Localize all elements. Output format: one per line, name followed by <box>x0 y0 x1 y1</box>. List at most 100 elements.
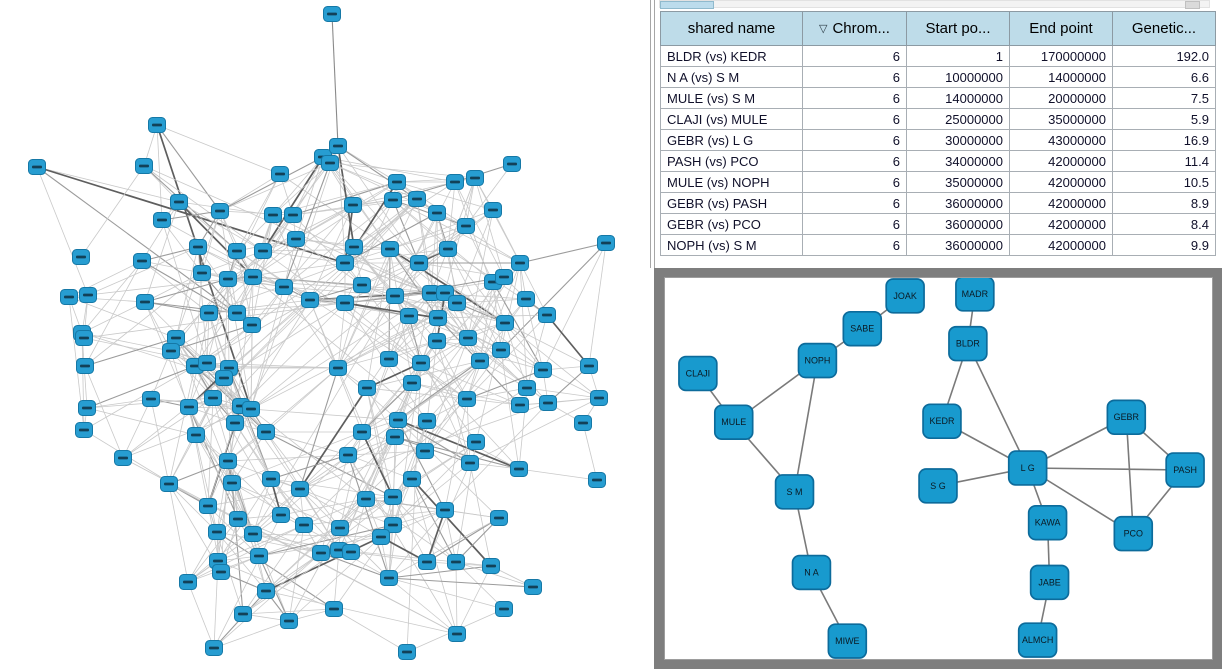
overview-edge[interactable] <box>396 181 467 227</box>
overview-edge[interactable] <box>299 420 428 490</box>
overview-edge[interactable] <box>141 260 210 314</box>
overview-edge[interactable] <box>252 181 398 278</box>
overview-edge[interactable] <box>228 367 272 480</box>
overview-node[interactable] <box>198 355 216 371</box>
overview-edge[interactable] <box>292 181 398 216</box>
overview-edge[interactable] <box>299 488 340 551</box>
panel-splitter[interactable] <box>650 0 655 268</box>
overview-edge[interactable] <box>467 281 494 339</box>
overview-node[interactable] <box>243 317 261 333</box>
overview-edge[interactable] <box>333 608 408 653</box>
overview-node[interactable] <box>436 502 454 518</box>
table-cell-genetic[interactable]: 11.4 <box>1112 150 1216 172</box>
overview-node[interactable] <box>336 255 354 271</box>
overview-node[interactable] <box>257 583 275 599</box>
overview-edge[interactable] <box>542 369 600 399</box>
detail-network-canvas[interactable]: JOAK SABE NOPH CLAJI MULE S M N A MIWE MADR BLDR K… <box>664 277 1213 660</box>
overview-node[interactable] <box>588 472 606 488</box>
overview-node[interactable] <box>76 358 94 374</box>
overview-edge[interactable] <box>430 212 438 294</box>
overview-node[interactable] <box>495 269 513 285</box>
overview-node[interactable] <box>200 305 218 321</box>
network-node-sabe[interactable]: SABE <box>842 310 883 347</box>
overview-node[interactable] <box>153 212 171 228</box>
overview-node[interactable] <box>78 400 96 416</box>
overview-edge[interactable] <box>337 302 346 369</box>
overview-node[interactable] <box>448 626 466 642</box>
overview-edge[interactable] <box>455 517 500 563</box>
table-cell-start_position[interactable]: 25000000 <box>906 108 1010 130</box>
overview-edge[interactable] <box>397 419 446 511</box>
overview-node[interactable] <box>495 601 513 617</box>
overview-edge[interactable] <box>436 212 439 319</box>
overview-edge[interactable] <box>156 124 221 212</box>
table-cell-shared_name[interactable]: NOPH (vs) S M <box>660 234 803 256</box>
overview-edge[interactable] <box>454 181 505 278</box>
overview-edge[interactable] <box>392 496 428 563</box>
table-cell-genetic[interactable]: 8.9 <box>1112 192 1216 214</box>
overview-edge[interactable] <box>272 156 324 216</box>
table-cell-chromosome[interactable]: 6 <box>802 192 907 214</box>
network-node-na[interactable]: N A <box>791 554 832 591</box>
overview-edge[interactable] <box>388 565 492 579</box>
overview-edge[interactable] <box>320 454 349 554</box>
overview-edge[interactable] <box>500 242 607 351</box>
overview-edge[interactable] <box>582 422 598 481</box>
overview-edge[interactable] <box>396 181 494 211</box>
overview-node[interactable] <box>517 291 535 307</box>
table-cell-chromosome[interactable]: 6 <box>802 45 907 67</box>
overview-node[interactable] <box>482 558 500 574</box>
network-node-lg[interactable]: L G <box>1007 450 1048 486</box>
overview-edge[interactable] <box>500 262 521 351</box>
overview-edge[interactable] <box>272 162 331 216</box>
overview-node[interactable] <box>511 255 529 271</box>
overview-edge[interactable] <box>408 315 468 400</box>
overview-edge[interactable] <box>469 397 600 464</box>
overview-node[interactable] <box>580 358 598 374</box>
table-cell-end_point[interactable]: 42000000 <box>1009 171 1113 193</box>
table-cell-genetic[interactable]: 9.9 <box>1112 234 1216 256</box>
overview-edge[interactable] <box>201 210 221 274</box>
overview-edge[interactable] <box>344 302 422 364</box>
table-cell-start_position[interactable]: 34000000 <box>906 150 1010 172</box>
overview-edge[interactable] <box>388 248 391 360</box>
table-cell-chromosome[interactable]: 6 <box>802 234 907 256</box>
overview-node[interactable] <box>524 579 542 595</box>
overview-node[interactable] <box>250 548 268 564</box>
overview-node[interactable] <box>226 415 244 431</box>
overview-edge[interactable] <box>444 402 549 511</box>
overview-edge[interactable] <box>337 317 439 369</box>
overview-node[interactable] <box>79 287 97 303</box>
overview-edge[interactable] <box>81 332 172 352</box>
overview-edge[interactable] <box>265 431 349 456</box>
overview-node[interactable] <box>380 351 398 367</box>
overview-edge[interactable] <box>337 284 363 369</box>
overview-edge[interactable] <box>195 434 282 516</box>
overview-node[interactable] <box>492 342 510 358</box>
overview-node[interactable] <box>398 644 416 660</box>
overview-node[interactable] <box>388 174 406 190</box>
overview-node[interactable] <box>597 235 615 251</box>
overview-edge[interactable] <box>168 483 189 583</box>
overview-node[interactable] <box>160 476 178 492</box>
overview-edge[interactable] <box>339 496 394 529</box>
overview-edge[interactable] <box>388 517 500 579</box>
overview-node[interactable] <box>271 166 289 182</box>
overview-node[interactable] <box>242 401 260 417</box>
overview-edge[interactable] <box>295 238 363 286</box>
table-cell-end_point[interactable]: 42000000 <box>1009 150 1113 172</box>
overview-edge[interactable] <box>347 454 390 579</box>
network-node-kedr[interactable]: KEDR <box>922 403 962 440</box>
overview-edge[interactable] <box>251 262 346 326</box>
overview-node[interactable] <box>418 413 436 429</box>
overview-edge[interactable] <box>456 565 492 635</box>
overview-edge[interactable] <box>178 201 254 278</box>
overview-edge[interactable] <box>392 199 420 264</box>
overview-edge[interactable] <box>81 260 143 334</box>
overview-node[interactable] <box>418 554 436 570</box>
overview-edge[interactable] <box>227 278 252 410</box>
table-cell-genetic[interactable]: 192.0 <box>1112 45 1216 67</box>
network-node-pco[interactable]: PCO <box>1113 515 1154 552</box>
overview-node[interactable] <box>204 390 222 406</box>
overview-edge[interactable] <box>265 498 367 592</box>
